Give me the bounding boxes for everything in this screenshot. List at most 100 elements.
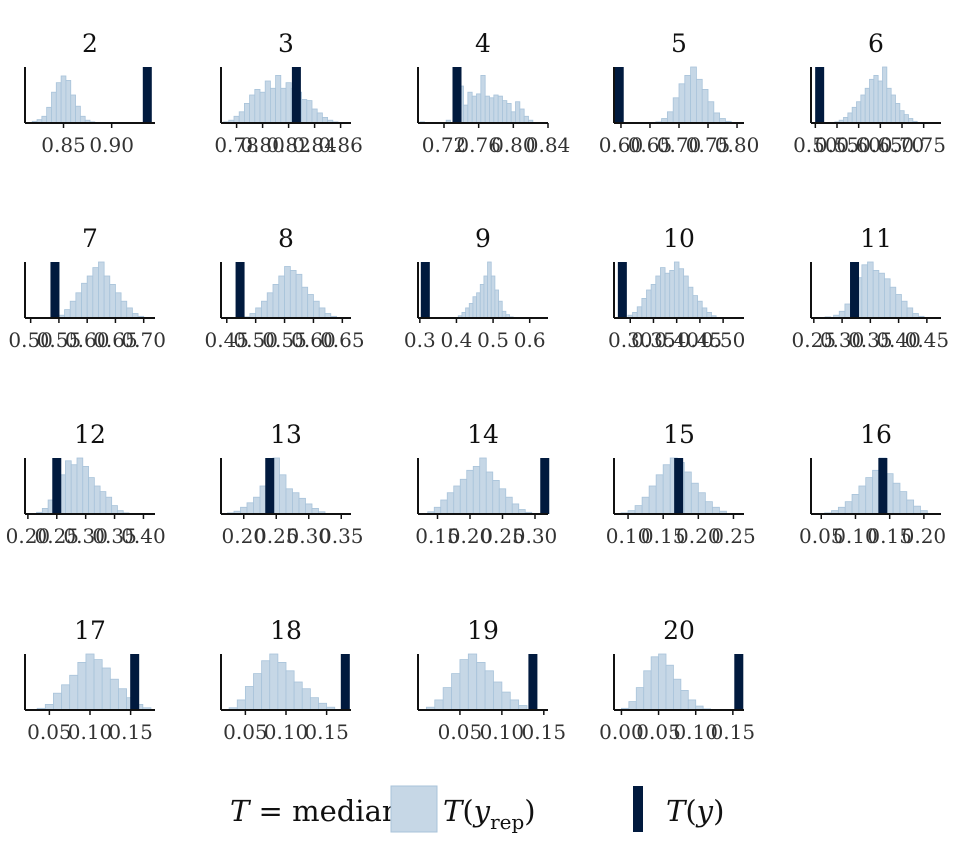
- replicate-histogram-bar: [643, 670, 652, 711]
- facet-panel: 7 0.500.550.600.650.70: [8, 224, 166, 352]
- replicate-histogram-bar: [673, 261, 680, 319]
- replicate-histogram-bar: [472, 465, 481, 515]
- replicate-histogram-bar: [301, 688, 311, 711]
- facet-panel: 14 0.150.200.250.30: [415, 420, 557, 548]
- replicate-histogram-bar: [272, 283, 280, 319]
- facet-panel: 17 0.050.100.15: [24, 616, 155, 744]
- x-tick-label: 0.4: [441, 328, 473, 352]
- replicate-histogram-bar: [240, 506, 248, 515]
- replicate-histogram-bar: [864, 87, 870, 124]
- x-tick-label: 0.55: [815, 133, 860, 157]
- panel-title: 13: [270, 420, 302, 449]
- legend-rep-label: T(yrep): [443, 794, 536, 834]
- facet-panel: 15 0.100.150.200.25: [606, 420, 756, 548]
- x-tick-label: 0.6: [514, 328, 546, 352]
- facet-panel: 3 0.780.800.820.840.86: [214, 29, 363, 157]
- replicate-histogram-bar: [93, 485, 101, 515]
- replicate-histogram-bar: [696, 78, 703, 124]
- x-tick-label: 0.15: [641, 524, 686, 548]
- replicate-histogram-bar: [306, 100, 313, 124]
- replicate-histogram-bar: [41, 115, 48, 124]
- replicate-histogram-bar: [311, 108, 318, 124]
- x-tick-label: 0.15: [108, 720, 153, 744]
- x-tick-label: 0.3: [404, 328, 436, 352]
- replicate-histogram-bar: [690, 482, 699, 515]
- panel-title: 11: [860, 224, 892, 253]
- replicate-histogram-bar: [69, 674, 79, 711]
- replicate-histogram-bar: [467, 91, 473, 124]
- replicate-histogram-bar: [505, 496, 513, 515]
- x-tick-label: 0.45: [205, 328, 250, 352]
- x-tick-label: 0.90: [89, 133, 134, 157]
- replicate-histogram-bar: [51, 91, 57, 124]
- replicate-histogram-bar: [502, 100, 508, 124]
- replicate-histogram-bar: [701, 307, 708, 319]
- replicate-histogram-bar: [690, 66, 697, 124]
- observed-statistic-line: [420, 262, 430, 318]
- observed-statistic-line: [850, 262, 860, 318]
- replicate-histogram-bar: [109, 283, 116, 319]
- replicate-histogram-bar: [459, 478, 468, 515]
- replicate-histogram-bar: [463, 104, 469, 124]
- replicate-histogram-bar: [92, 267, 99, 319]
- replicate-histogram-bar: [683, 471, 692, 515]
- replicate-histogram-bar: [867, 261, 874, 319]
- panel-title: 5: [671, 29, 687, 58]
- replicate-histogram-bar: [126, 307, 133, 319]
- x-tick-label: 0.20: [902, 524, 947, 548]
- replicate-histogram-bar: [111, 505, 118, 515]
- replicate-histogram-bar: [489, 97, 495, 124]
- replicate-histogram-bar: [309, 697, 319, 711]
- replicate-histogram-bar: [434, 699, 444, 711]
- x-tick-label: 0.84: [292, 133, 337, 157]
- replicate-histogram-bar: [501, 310, 507, 319]
- replicate-histogram-bar: [479, 283, 485, 319]
- replicate-histogram-bar: [313, 300, 320, 319]
- replicate-histogram-bar: [889, 286, 897, 319]
- x-tick-label: 0.75: [901, 133, 946, 157]
- replicate-histogram-bar: [316, 112, 323, 124]
- panel-title: 15: [663, 420, 695, 449]
- panel-title: 17: [74, 616, 106, 645]
- facet-panel: 12 0.200.250.300.350.40: [6, 420, 166, 548]
- replicate-histogram-bar: [490, 275, 496, 319]
- replicate-histogram-bar: [264, 80, 271, 124]
- replicate-histogram-bar: [878, 272, 885, 319]
- replicate-histogram-bar: [82, 465, 89, 515]
- replicate-histogram-bar: [285, 670, 295, 711]
- replicate-histogram-bar: [711, 506, 720, 515]
- facet-panel: 10 0.300.350.400.450.50: [608, 224, 745, 352]
- replicate-histogram-bar: [79, 115, 86, 124]
- panel-title: 12: [74, 420, 106, 449]
- replicate-histogram-bar: [873, 75, 879, 124]
- replicate-histogram-bar: [860, 94, 866, 124]
- x-tick-label: 0.05: [27, 720, 72, 744]
- replicate-histogram-bar: [60, 75, 67, 124]
- replicate-histogram-bar: [680, 690, 689, 711]
- replicate-histogram-bar: [672, 97, 680, 124]
- legend-statistic-label: T = median: [230, 794, 401, 828]
- replicate-histogram-bar: [301, 99, 308, 124]
- x-tick-label: 0.40: [121, 524, 166, 548]
- observed-statistic-line: [340, 654, 350, 710]
- replicate-histogram-bar: [665, 664, 674, 711]
- replicate-histogram-bar: [641, 297, 647, 319]
- replicate-histogram-bar: [105, 496, 113, 515]
- x-tick-label: 0.30: [286, 524, 331, 548]
- replicate-histogram-bar: [851, 493, 860, 515]
- x-tick-label: 0.15: [415, 524, 460, 548]
- replicate-histogram-bar: [494, 289, 499, 319]
- replicate-histogram-bar: [519, 108, 525, 124]
- replicate-histogram-bar: [858, 485, 867, 515]
- observed-statistic-line: [734, 654, 744, 710]
- replicate-histogram-bar: [646, 289, 652, 319]
- replicate-histogram-bar: [468, 303, 474, 319]
- x-tick-label: 0.45: [905, 328, 950, 352]
- facet-panel: 16 0.050.100.150.20: [799, 420, 946, 548]
- x-tick-label: 0.05: [636, 720, 681, 744]
- replicate-histogram-bar: [53, 692, 62, 711]
- replicate-histogram-bar: [903, 114, 909, 124]
- replicate-histogram-bar: [453, 485, 461, 515]
- replicate-histogram-bar: [869, 78, 875, 124]
